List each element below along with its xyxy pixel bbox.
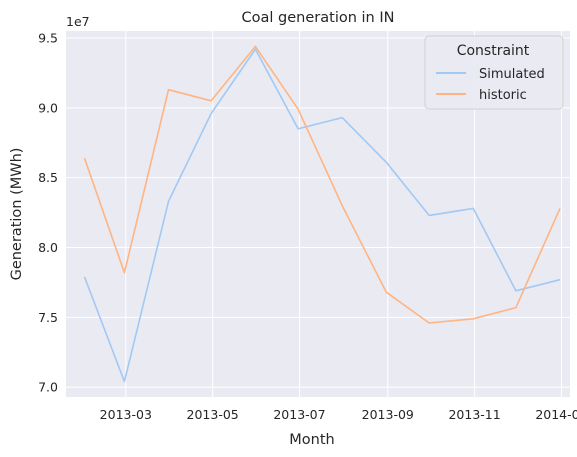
x-tick-label: 2013-07 xyxy=(273,407,325,422)
y-tick-label: 8.0 xyxy=(38,240,58,255)
legend-box xyxy=(424,35,564,110)
series-lines xyxy=(83,45,561,383)
y-tick-labels: 7.0 7.5 8.0 8.5 9.0 9.5 xyxy=(38,30,58,394)
chart-title: Coal generation in IN xyxy=(242,10,395,26)
legend-label-simulated: Simulated xyxy=(479,67,545,82)
y-offset-label: 1e7 xyxy=(66,14,90,29)
x-tick-label: 2014-01 xyxy=(535,407,577,422)
legend-title: Constraint xyxy=(457,43,530,59)
x-axis-title: Month xyxy=(289,432,334,448)
series-line-simulated xyxy=(83,48,561,383)
grid xyxy=(66,31,570,397)
y-tick-label: 9.0 xyxy=(38,100,58,115)
series-line-historic xyxy=(83,45,561,324)
y-tick-label: 9.5 xyxy=(38,30,58,45)
x-tick-label: 2013-03 xyxy=(100,407,152,422)
legend: Constraint Simulated historic xyxy=(424,35,564,110)
y-tick-label: 8.5 xyxy=(38,170,58,185)
legend-label-historic: historic xyxy=(479,88,527,103)
y-axis-title: Generation (MWh) xyxy=(9,148,25,281)
y-tick-label: 7.5 xyxy=(38,310,58,325)
x-tick-labels: 2013-03 2013-05 2013-07 2013-09 2013-11 2014-… xyxy=(100,407,577,422)
x-tick-label: 2013-05 xyxy=(187,407,239,422)
y-tick-label: 7.0 xyxy=(38,380,58,395)
x-tick-label: 2013-09 xyxy=(362,407,414,422)
x-tick-label: 2013-11 xyxy=(448,407,500,422)
